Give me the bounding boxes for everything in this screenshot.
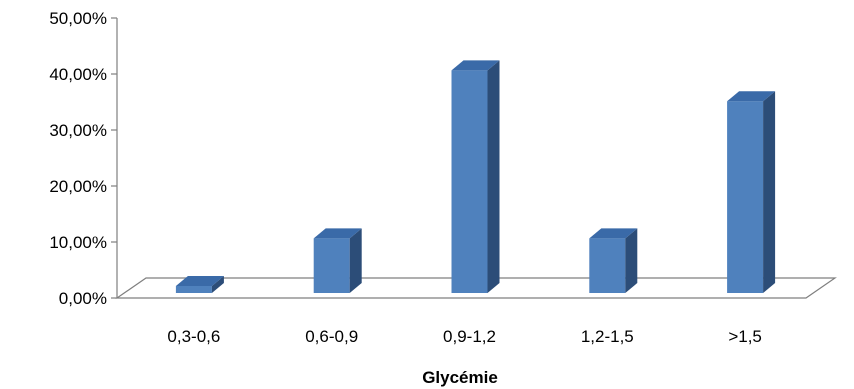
bar-front [589,238,626,293]
bar [451,60,500,294]
x-category-label: >1,5 [728,327,762,346]
bar-front [313,238,350,293]
bar [727,91,776,293]
bar-front [175,286,212,293]
x-axis-title: Glycémie [422,368,498,387]
bar [175,276,224,293]
bar-side [625,228,638,293]
y-tick-label: 0,00% [59,289,107,308]
bar-side [763,91,776,293]
x-category-label: 0,9-1,2 [443,327,496,346]
bar-side [349,228,362,293]
bar [589,228,638,293]
bar-top [727,91,776,102]
chart-bars [175,60,776,294]
y-tick-label: 10,00% [49,233,107,252]
bar-top [451,60,500,71]
chart-floor [115,277,837,299]
x-category-label: 0,6-0,9 [305,327,358,346]
y-tick-label: 20,00% [49,177,107,196]
bar-front [451,70,488,294]
bar-side [211,276,224,293]
bar-top [589,228,638,239]
y-tick-label: 50,00% [49,9,107,28]
bar-side [487,60,500,294]
y-tick-label: 30,00% [49,121,107,140]
x-axis-labels: 0,3-0,6 0,6-0,9 0,9-1,2 1,2-1,5 >1,5 [167,327,761,346]
chart-axes [115,18,837,299]
bar-top [313,228,362,239]
y-tick-label: 40,00% [49,65,107,84]
bar-front [727,101,764,293]
x-category-label: 0,3-0,6 [167,327,220,346]
bar-top [175,276,224,286]
y-axis-ticks: 0,00% 10,00% 20,00% 30,00% 40,00% 50,00% [49,9,117,308]
bar [313,228,362,293]
x-category-label: 1,2-1,5 [581,327,634,346]
